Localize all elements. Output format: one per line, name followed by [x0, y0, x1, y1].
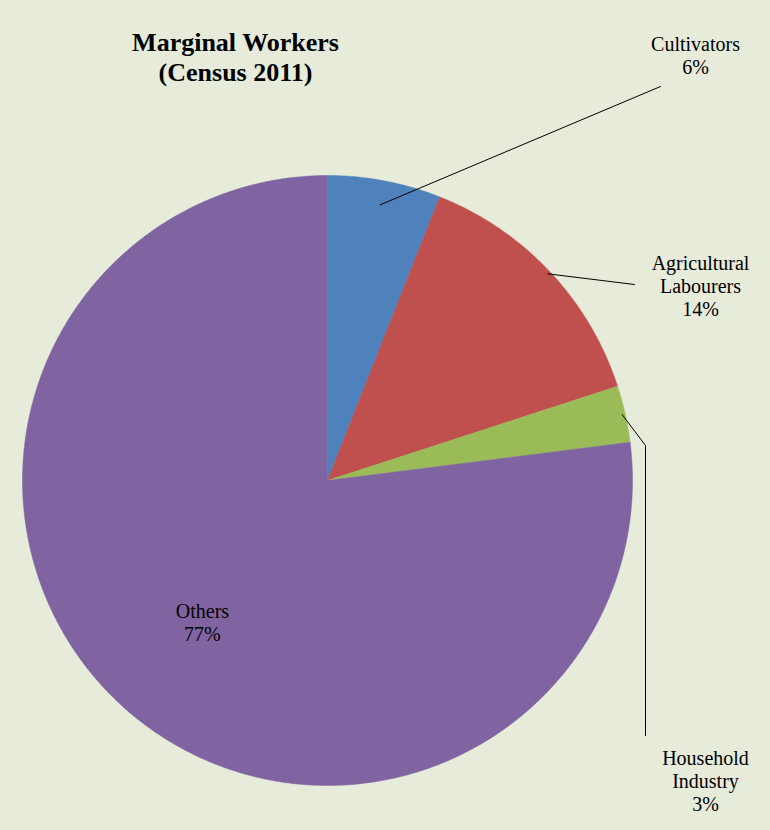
svg-text:AgriculturalLabourers14%: AgriculturalLabourers14%: [652, 252, 750, 320]
svg-text:Others77%: Others77%: [176, 600, 230, 645]
svg-text:Cultivators6%: Cultivators6%: [651, 33, 740, 78]
svg-text:Marginal Workers(Census 2011): Marginal Workers(Census 2011): [132, 28, 339, 87]
svg-text:HouseholdIndustry3%: HouseholdIndustry3%: [662, 747, 749, 815]
